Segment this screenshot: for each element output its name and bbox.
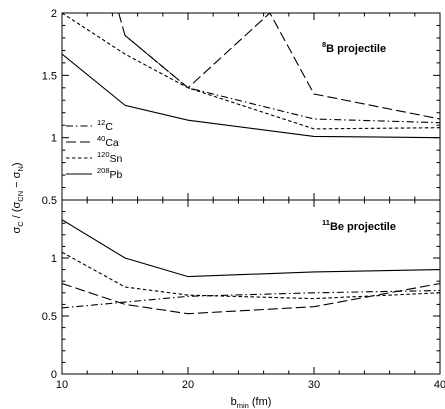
x-tick-label: 30	[308, 379, 320, 391]
y-tick-label: 1.5	[42, 70, 57, 82]
series-line-208Pb	[62, 219, 440, 278]
panel-label: 8B projectile	[322, 40, 386, 55]
x-axis-title: bmin (fm)	[231, 396, 272, 409]
x-tick-label: 40	[434, 379, 445, 391]
y-tick-label: 0	[51, 369, 57, 381]
x-tick-label: 20	[182, 379, 194, 391]
series-line-12C	[62, 289, 440, 309]
panel-top: 2 1.5 1 0.5 8B projectile	[42, 8, 441, 207]
panel-label: 11Be projectile	[322, 218, 396, 233]
panel-bottom: 1 0.5 0 11Be projectile	[42, 199, 441, 381]
y-axis-title: σC / (σCN − σN)	[11, 162, 25, 233]
legend-label-208Pb: 208Pb	[97, 166, 123, 181]
y-tick-label: 1	[51, 133, 57, 145]
y-tick-label: 0.5	[42, 311, 57, 323]
series-line-120Sn	[62, 13, 440, 130]
series-line-12C	[124, 34, 440, 124]
plot-frame	[61, 199, 441, 375]
series-line-40Ca	[62, 282, 440, 315]
legend-label-40Ca: 40Ca	[97, 134, 119, 149]
legend-label-12C: 12C	[97, 118, 113, 133]
legend-label-120Sn: 120Sn	[97, 150, 123, 165]
series-line-208Pb	[62, 53, 440, 139]
y-tick-label: 1	[51, 253, 57, 265]
y-tick-label: 2	[51, 8, 57, 20]
series-line-120Sn	[62, 251, 440, 300]
series-line-40Ca	[118, 13, 440, 120]
y-tick-label: 0.5	[42, 195, 57, 207]
x-tick-label: 10	[56, 379, 68, 391]
